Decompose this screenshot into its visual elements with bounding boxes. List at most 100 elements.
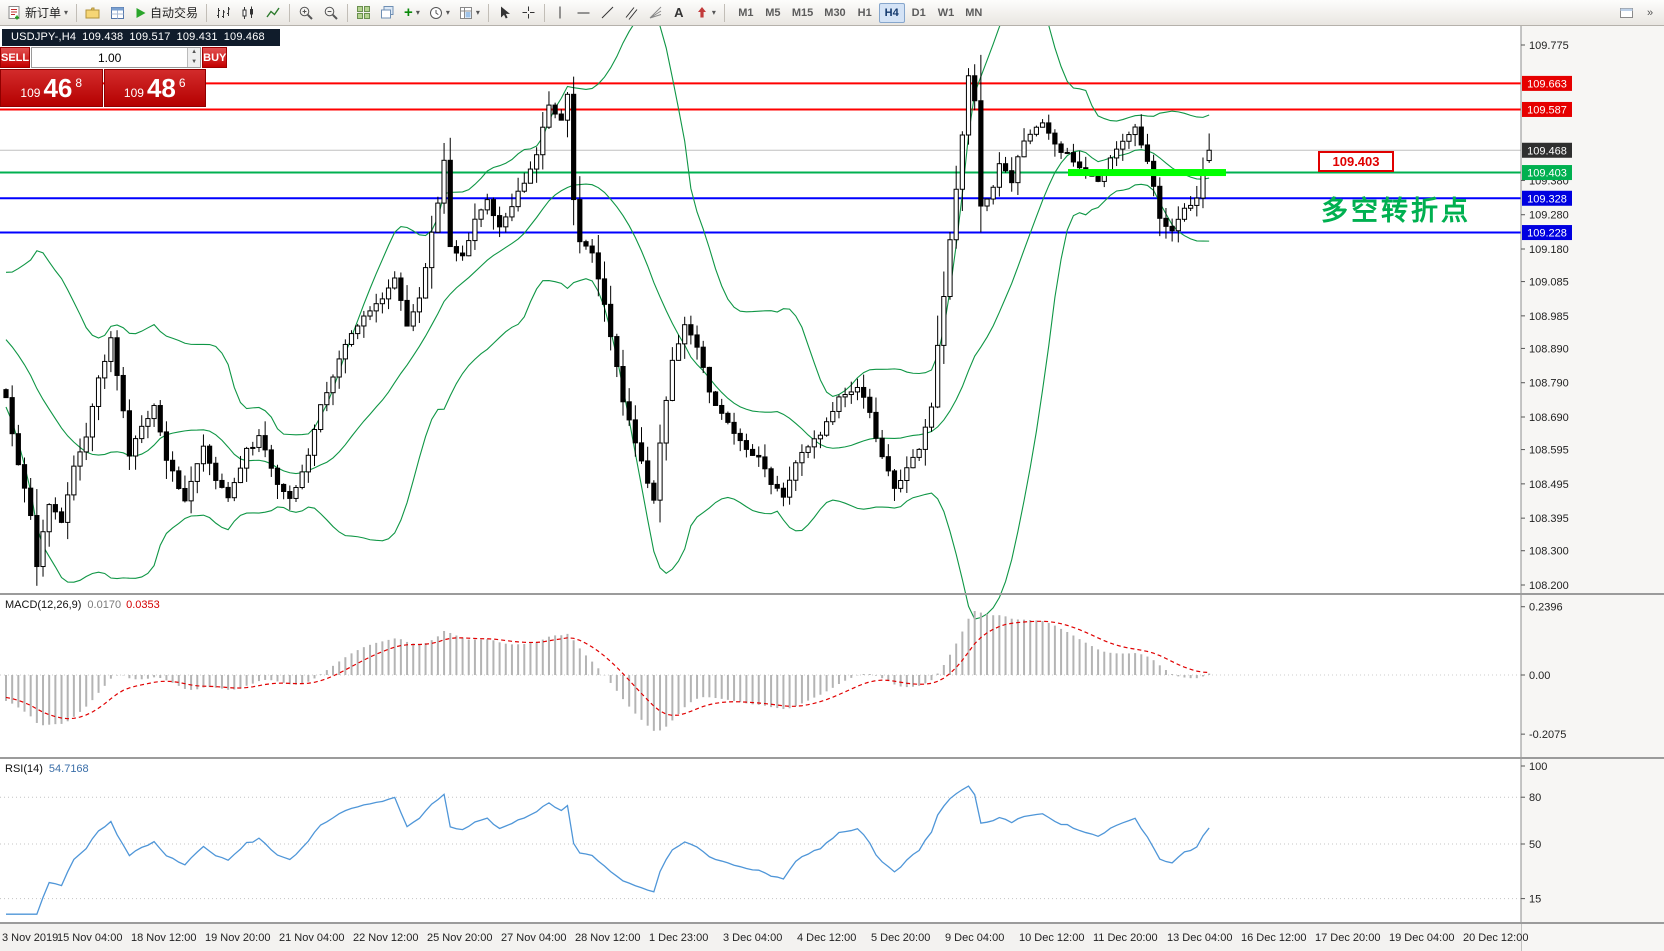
timeframe-m30[interactable]: M30 (824, 6, 846, 19)
price-badge-109.403 (1522, 165, 1572, 181)
data-window-button[interactable] (106, 2, 129, 24)
cursor-button[interactable] (493, 2, 516, 24)
toolbar-overflow-button-1[interactable] (1615, 2, 1638, 24)
candle-body (139, 425, 145, 440)
price-tick: 109.280 (1529, 210, 1569, 222)
auto-trading-button[interactable]: 自动交易 (130, 2, 202, 24)
toolbar-separator (543, 3, 545, 22)
cascade-windows-button[interactable] (376, 2, 399, 24)
candle-body (379, 298, 385, 305)
bar-chart-button[interactable] (211, 2, 235, 24)
price-tick: 108.395 (1529, 513, 1569, 525)
text-button[interactable]: A (668, 2, 690, 24)
candle-body (534, 154, 540, 170)
spinner-up-icon[interactable]: ▲ (188, 48, 201, 58)
indicators-button[interactable]: + ▾ (400, 2, 424, 24)
timeframe-h4[interactable]: H4 (878, 2, 905, 23)
candle-body (873, 411, 879, 439)
pane-separator[interactable] (0, 593, 1664, 595)
rsi-line (6, 785, 1210, 915)
price-level-box[interactable]: 109.403 (1318, 151, 1394, 172)
zoom-in-button[interactable] (294, 2, 318, 24)
candle-body (71, 465, 77, 496)
chart-profile-button[interactable] (81, 2, 105, 24)
spinner-down-icon[interactable]: ▼ (188, 57, 201, 67)
buy-price-panel[interactable]: 109 48 6 (103, 69, 206, 107)
candlestick-chart-button[interactable] (236, 2, 260, 24)
candle-body (398, 277, 404, 301)
candle-body (207, 445, 213, 464)
ohlc-low: 109.431 (176, 31, 218, 43)
channel-button[interactable] (620, 2, 643, 24)
channel-icon (625, 7, 638, 20)
horizontal-line-button[interactable] (572, 2, 595, 24)
candle-body (978, 100, 984, 207)
candle-body (916, 448, 922, 458)
rsi-value: 54.7168 (48, 763, 89, 775)
timeframe-w1[interactable]: W1 (937, 6, 955, 19)
timeframe-mn[interactable]: MN (965, 6, 983, 19)
candle-body (725, 412, 731, 423)
pane-separator[interactable] (0, 757, 1664, 759)
arrows-button[interactable]: ▾ (691, 2, 720, 24)
toolbar-overflow-button-2[interactable]: » (1639, 2, 1661, 24)
candle-body (737, 432, 743, 442)
candles-layer (3, 54, 1212, 586)
price-tick: 108.300 (1529, 546, 1569, 558)
vertical-line-button[interactable] (549, 2, 571, 24)
rsi-title: RSI(14) (5, 763, 43, 775)
time-label: 3 Nov 2019 (2, 932, 58, 944)
candle-body (1052, 132, 1058, 145)
trendline-button[interactable] (596, 2, 619, 24)
candle-body (719, 404, 725, 414)
volume-input[interactable] (32, 48, 188, 67)
candle-body (1064, 151, 1070, 154)
timeframe-m15[interactable]: M15 (791, 6, 814, 19)
fibonacci-button[interactable] (644, 2, 667, 24)
candle-body (404, 299, 410, 327)
timeframe-h1[interactable]: H1 (857, 6, 872, 19)
buy-button[interactable]: BUY (202, 47, 228, 68)
candle-body (490, 199, 497, 217)
tile-windows-button[interactable] (352, 2, 375, 24)
volume-box: ▲▼ (31, 47, 202, 68)
candle-body (40, 531, 46, 568)
macd-scale-label: 0.00 (1529, 670, 1550, 682)
templates-button[interactable]: ▾ (455, 2, 484, 24)
new-order-button[interactable]: 新订单 ▾ (3, 2, 72, 24)
sell-price-panel[interactable]: 109 46 8 (0, 69, 103, 107)
candle-body (898, 480, 904, 489)
candle-body (700, 346, 706, 368)
candle-body (1114, 148, 1120, 159)
candle-body (867, 396, 873, 413)
zoom-out-button[interactable] (319, 2, 343, 24)
candle-body (965, 75, 972, 136)
candle-body (262, 435, 268, 451)
time-label: 9 Dec 04:00 (945, 932, 1004, 944)
price-tick: 108.985 (1529, 311, 1569, 323)
line-chart-button[interactable] (261, 2, 285, 24)
candle-body (780, 487, 787, 498)
candle-body (194, 463, 200, 482)
crosshair-button[interactable] (517, 2, 540, 24)
volume-spinner[interactable]: ▲ ▼ (187, 48, 201, 67)
candle-body (287, 491, 293, 499)
periods-button[interactable]: ▾ (425, 2, 454, 24)
green-highlight-segment[interactable] (1068, 169, 1226, 177)
candle-body (435, 202, 441, 233)
timeframe-d1[interactable]: D1 (911, 6, 926, 19)
price-badge-label: 109.403 (1527, 168, 1567, 180)
pane-separator[interactable] (0, 922, 1664, 924)
candle-body (472, 218, 478, 242)
candle-body (281, 483, 287, 493)
timeframe-m1[interactable]: M1 (738, 6, 754, 19)
macd-signal-line (5, 620, 1210, 720)
timeframe-m5[interactable]: M5 (765, 6, 781, 19)
candle-body (1039, 122, 1046, 128)
sell-button[interactable]: SELL (0, 47, 31, 68)
toolbar-separator (487, 3, 489, 22)
time-label: 22 Nov 12:00 (353, 932, 418, 944)
candle-body (645, 460, 651, 484)
candle-body (762, 456, 768, 470)
